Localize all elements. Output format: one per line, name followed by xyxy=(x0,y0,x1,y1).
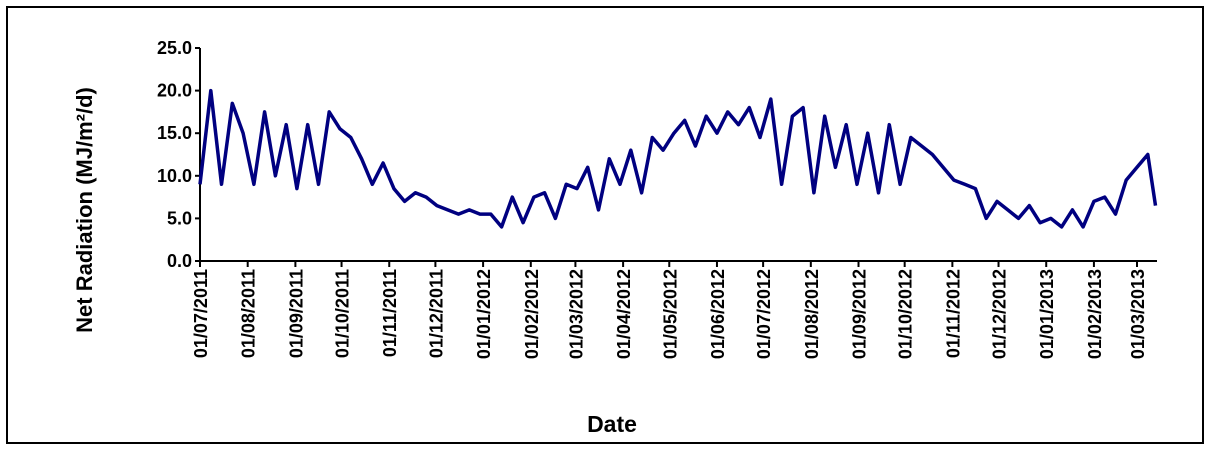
x-tick-label: 01/11/2011 xyxy=(380,269,400,357)
x-tick-label: 01/11/2012 xyxy=(943,269,963,358)
y-tick-label: 15.0 xyxy=(157,123,192,143)
x-tick-label: 01/07/2012 xyxy=(754,269,774,359)
x-tick-label: 01/01/2013 xyxy=(1037,269,1057,359)
x-tick-label: 01/10/2011 xyxy=(333,269,353,358)
x-axis-label: Date xyxy=(587,411,637,437)
x-tick-label: 01/04/2012 xyxy=(614,269,634,359)
x-tick-label: 01/09/2012 xyxy=(850,269,870,359)
y-tick-label: 5.0 xyxy=(167,208,192,228)
x-tick-label: 01/09/2011 xyxy=(286,269,306,358)
x-tick-label: 01/08/2012 xyxy=(802,269,822,359)
x-tick-label: 01/12/2012 xyxy=(990,269,1010,359)
x-tick-label: 01/08/2011 xyxy=(239,269,259,358)
x-tick-label: 01/07/2011 xyxy=(191,269,211,358)
x-tick-label: 01/01/2012 xyxy=(474,269,494,359)
y-tick-label: 25.0 xyxy=(157,38,192,58)
x-tick-label: 01/06/2012 xyxy=(708,269,728,359)
x-tick-label: 01/02/2013 xyxy=(1085,269,1105,359)
x-tick-label: 01/05/2012 xyxy=(660,269,680,359)
x-tick-label: 01/03/2013 xyxy=(1128,269,1148,359)
data-line xyxy=(198,88,1158,229)
y-axis-label: Net Radiation (MJ/m²/d) xyxy=(72,87,97,333)
y-tick-label: 10.0 xyxy=(157,166,192,186)
chart-frame xyxy=(6,6,1204,444)
x-tick-label: 01/03/2012 xyxy=(566,269,586,359)
x-tick-label: 01/10/2012 xyxy=(896,269,916,359)
y-tick-label: 20.0 xyxy=(157,81,192,101)
y-tick-label: 0.0 xyxy=(167,251,192,271)
x-tick-label: 01/02/2012 xyxy=(522,269,542,359)
x-tick-label: 01/12/2011 xyxy=(426,269,446,358)
